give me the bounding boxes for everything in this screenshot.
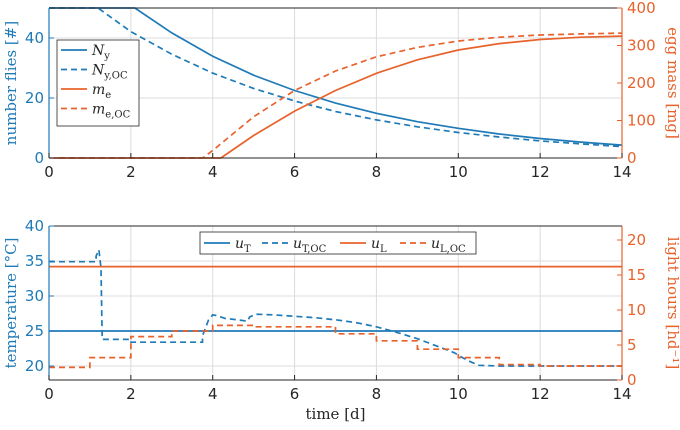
x-tick-label: 12 [531, 163, 550, 181]
x-tick-label: 2 [126, 385, 136, 403]
x-tick-label: 6 [290, 385, 300, 403]
bottom-panel: 0 2 4 6 8 10 12 14 20 25 30 35 40 0 5 10 15 20 temperature… [2, 217, 680, 423]
y-left-tick-label: 25 [25, 322, 44, 340]
y-left-tick-label: 20 [25, 89, 44, 107]
x-tick-label: 4 [208, 163, 218, 181]
y-right-tick-label: 0 [627, 371, 637, 389]
x-tick-label: 8 [372, 163, 382, 181]
x-tick-label: 10 [449, 385, 468, 403]
y-right-tick-label: 200 [627, 74, 656, 92]
y-left-tick-label: 40 [25, 29, 44, 47]
legend-label: uL [371, 236, 387, 255]
legend-label: uL,OC [431, 236, 466, 255]
x-tick-label: 14 [612, 385, 631, 403]
y-left-tick-label: 20 [25, 357, 44, 375]
y-right-axis-label: light hours [hd⁻¹] [664, 237, 680, 370]
y-right-tick-label: 5 [627, 336, 637, 354]
series-line-N-y [49, 7, 623, 146]
legend-label: me,OC [92, 102, 131, 121]
legend-label: Ny [91, 43, 110, 62]
series-line-m-e-OC [49, 32, 623, 159]
y-right-tick-label: 20 [627, 231, 646, 249]
x-tick-label: 0 [44, 385, 54, 403]
x-tick-label: 6 [290, 163, 300, 181]
y-left-axis-label: temperature [°C] [2, 238, 20, 369]
series-line-m-e [49, 35, 623, 159]
y-left-tick-label: 40 [25, 217, 44, 235]
y-right-tick-label: 100 [627, 112, 656, 130]
legend-label: uT,OC [293, 236, 327, 255]
y-left-tick-label: 0 [34, 149, 44, 167]
x-tick-label: 12 [531, 385, 550, 403]
legend-box [56, 39, 140, 127]
x-tick-label: 8 [372, 385, 382, 403]
y-right-tick-label: 10 [627, 301, 646, 319]
y-right-tick-label: 15 [627, 266, 646, 284]
y-left-tick-label: 30 [25, 287, 44, 305]
y-right-axis-label: egg mass [mg] [664, 27, 680, 139]
legend-label: uT [235, 236, 251, 255]
y-right-tick-label: 400 [627, 0, 656, 17]
legend-box [199, 231, 477, 255]
y-right-tick-label: 0 [627, 149, 637, 167]
series-line-u-L-OC [49, 324, 622, 369]
x-tick-label: 14 [612, 163, 631, 181]
legend-label: me [92, 82, 111, 101]
y-left-axis-label: number flies [#] [2, 21, 20, 145]
x-tick-label: 4 [208, 385, 218, 403]
x-axis-label: time [d] [306, 405, 366, 423]
series-line-u-T-OC [49, 246, 622, 367]
legend: uT uT,OC uL uL,OC [199, 231, 477, 255]
series-line-N-y-OC [49, 7, 623, 148]
x-tick-label: 2 [126, 163, 136, 181]
x-tick-label: 10 [449, 163, 468, 181]
x-tick-label: 0 [44, 163, 54, 181]
y-left-tick-label: 35 [25, 252, 44, 270]
y-right-tick-label: 300 [627, 37, 656, 55]
legend-label: Ny,OC [91, 63, 128, 82]
